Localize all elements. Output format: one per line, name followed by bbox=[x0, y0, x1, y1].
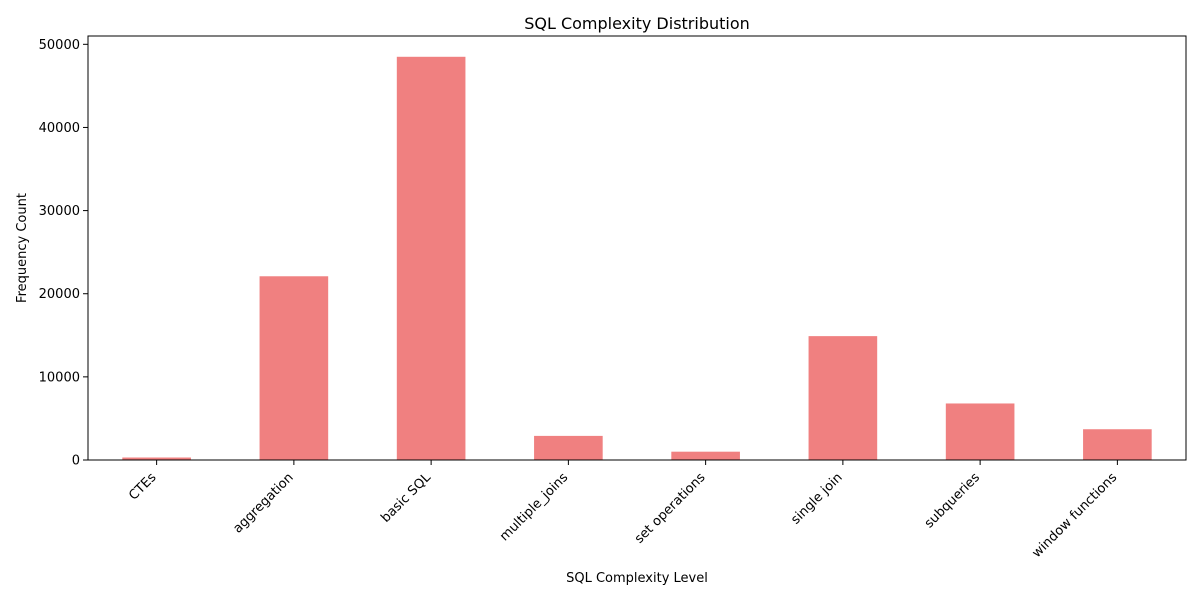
x-tick-label: single join bbox=[788, 470, 845, 527]
x-axis-label: SQL Complexity Level bbox=[566, 571, 708, 586]
bar-single-join bbox=[808, 336, 878, 460]
y-tick-label: 50000 bbox=[39, 38, 80, 53]
bar-window-functions bbox=[1083, 429, 1152, 460]
x-tick-label: window functions bbox=[1029, 470, 1120, 561]
y-tick-label: 40000 bbox=[39, 121, 80, 136]
bars bbox=[122, 56, 1152, 461]
x-tick-label: multiple_joins bbox=[497, 470, 571, 544]
bar-subqueries bbox=[945, 403, 1015, 460]
x-tick-label: CTEs bbox=[126, 470, 159, 503]
plot-frame bbox=[87, 35, 1187, 461]
x-tick-label: subqueries bbox=[922, 470, 983, 531]
x-axis: CTEs aggregation basic SQL multiple_joins se… bbox=[126, 460, 1120, 561]
x-tick-label: set operations bbox=[632, 470, 709, 547]
y-tick-label: 0 bbox=[72, 454, 80, 469]
x-tick-label: basic SQL bbox=[378, 470, 434, 526]
bar-set-operations bbox=[671, 451, 740, 460]
y-tick-label: 30000 bbox=[39, 204, 80, 219]
y-tick-label: 10000 bbox=[39, 370, 80, 385]
y-axis-label: Frequency Count bbox=[15, 193, 30, 303]
y-axis: 0 10000 20000 30000 40000 50000 bbox=[39, 38, 88, 469]
chart-title: SQL Complexity Distribution bbox=[524, 14, 750, 33]
bar-multiple-joins bbox=[534, 435, 603, 460]
bar-basic-sql bbox=[396, 56, 466, 461]
bar-ctes bbox=[122, 457, 191, 460]
bar-aggregation bbox=[259, 276, 329, 460]
x-tick-label: aggregation bbox=[230, 470, 296, 536]
y-tick-label: 20000 bbox=[39, 287, 80, 302]
